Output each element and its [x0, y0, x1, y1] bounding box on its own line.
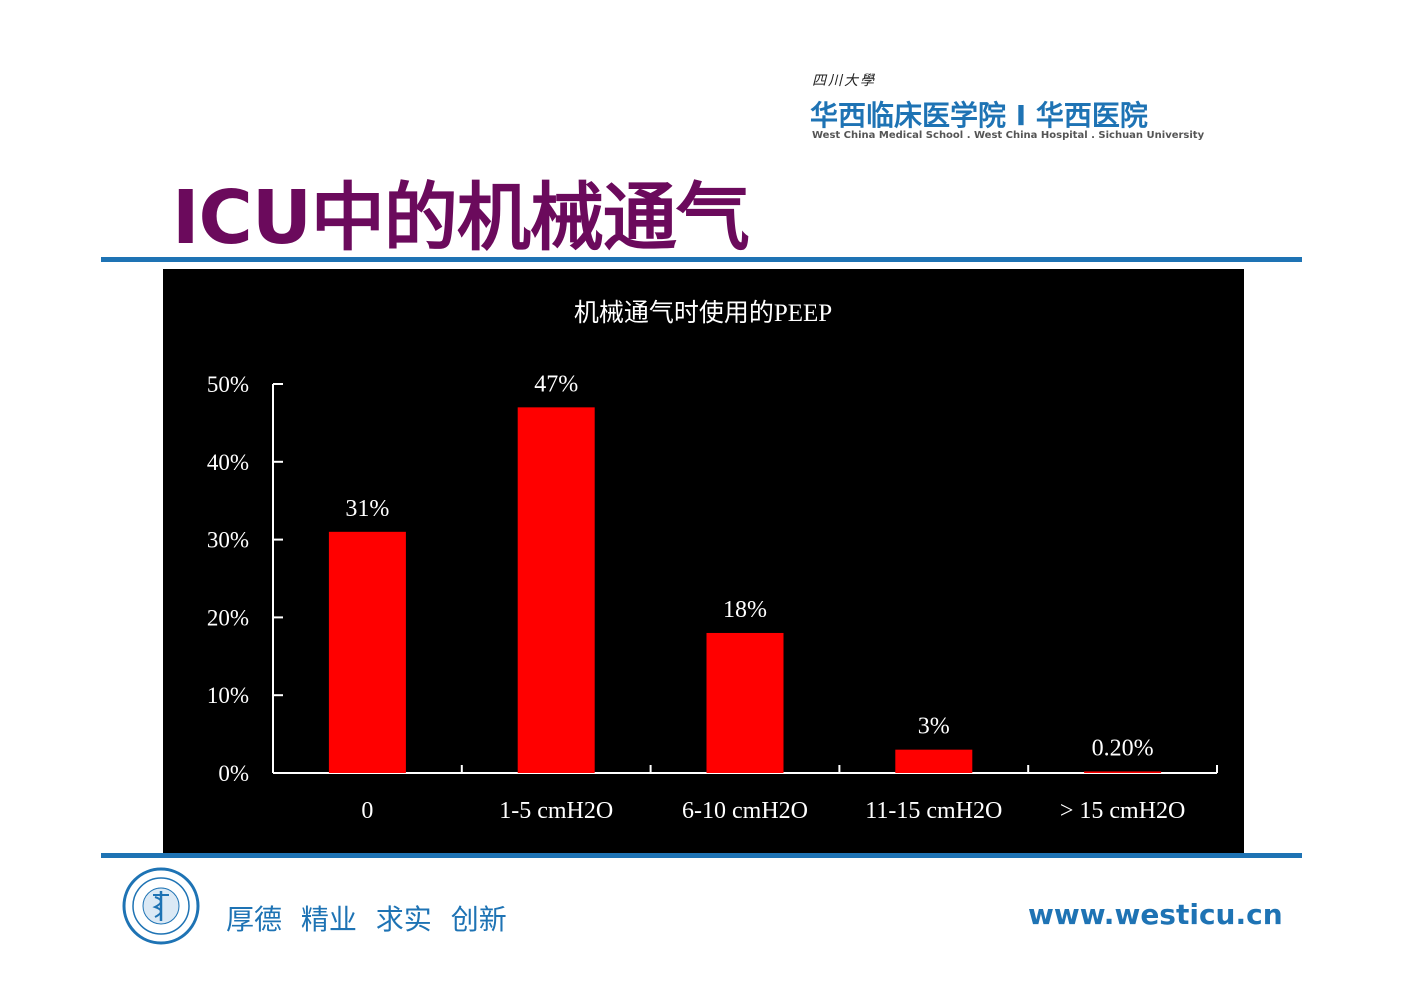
bottom-divider	[101, 853, 1302, 858]
data-label: 47%	[534, 371, 578, 397]
chart-data-labels: 31% 0 47% 1-5 cmH2O 18% 6-10 cmH2O 3% 11-15 cmH…	[345, 371, 1185, 824]
bar	[517, 407, 595, 773]
y-tick-label: 0%	[218, 761, 249, 786]
logo-hospital-name: 华西临床医学院 I 华西医院	[810, 99, 1148, 132]
data-label: 31%	[345, 496, 389, 522]
footer-website-link[interactable]: www.westicu.cn	[1028, 898, 1283, 931]
footer-motto: 厚德 精业 求实 创新	[226, 903, 507, 936]
x-tick-label: 1-5 cmH2O	[499, 798, 613, 824]
top-divider	[101, 257, 1302, 262]
data-label: 3%	[918, 714, 950, 740]
y-tick-label: 50%	[207, 372, 249, 397]
y-tick-label: 20%	[207, 605, 249, 630]
logo-english-name: West China Medical School . West China H…	[812, 130, 1205, 141]
bar	[706, 632, 784, 773]
peep-bar-chart: 机械通气时使用的PEEP 0% 10% 20% 30% 40% 50% 31% 0 47% 1-…	[163, 269, 1244, 853]
chart-bars	[328, 407, 1162, 773]
school-seal-icon	[122, 867, 200, 945]
x-tick-label: 0	[361, 798, 373, 824]
bar	[1084, 771, 1162, 773]
data-label: 0.20%	[1092, 735, 1154, 761]
y-tick-label: 40%	[207, 450, 249, 475]
x-tick-label: > 15 cmH2O	[1060, 798, 1186, 824]
bar	[895, 749, 973, 773]
chart-title: 机械通气时使用的PEEP	[574, 299, 832, 327]
bar	[328, 531, 406, 773]
chart-axes: 0% 10% 20% 30% 40% 50%	[207, 372, 1218, 786]
y-tick-label: 10%	[207, 683, 249, 708]
data-label: 18%	[723, 597, 767, 623]
slide-title: ICU中的机械通气	[172, 175, 750, 261]
y-tick-label: 30%	[207, 528, 249, 553]
logo-university-name: 四川大學	[812, 73, 876, 89]
x-tick-label: 6-10 cmH2O	[682, 798, 808, 824]
institution-logo: 四川大學 华西临床医学院 I 华西医院 West China Medical S…	[810, 66, 1210, 146]
chart-canvas: 机械通气时使用的PEEP 0% 10% 20% 30% 40% 50% 31% 0 47% 1-…	[207, 299, 1218, 824]
x-tick-label: 11-15 cmH2O	[865, 798, 1002, 824]
